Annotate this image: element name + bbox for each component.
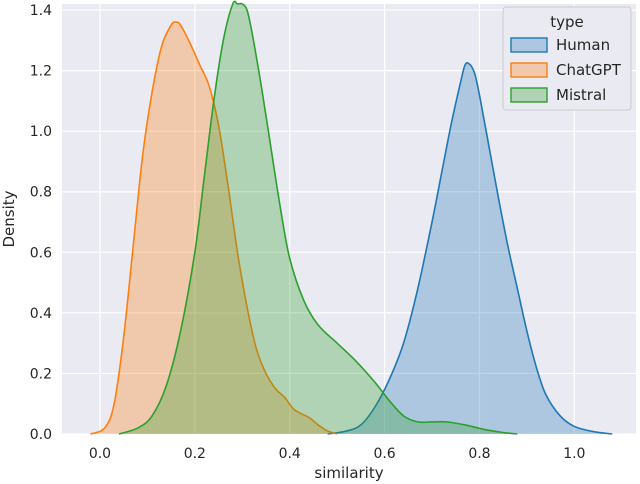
y-tick-label: 0.2 — [30, 366, 52, 382]
human-legend-label: Human — [556, 36, 610, 54]
y-tick-label: 0.4 — [30, 306, 52, 322]
human-density-area — [327, 62, 613, 434]
mistral-legend-label: Mistral — [556, 86, 606, 104]
x-tick-label: 0.8 — [468, 446, 490, 462]
x-axis-ticks: 0.0 0.2 0.4 0.6 0.8 1.0 — [89, 446, 586, 462]
mistral-legend-swatch — [510, 87, 548, 103]
y-tick-label: 0.6 — [30, 245, 52, 261]
chatgpt-density-area — [90, 22, 338, 435]
y-tick-label: 1.4 — [30, 3, 52, 19]
density-series — [90, 0, 613, 435]
human-density-line — [327, 62, 613, 435]
x-tick-label: 0.4 — [279, 446, 301, 462]
x-tick-label: 1.0 — [563, 446, 585, 462]
y-axis-ticks: 0.0 0.2 0.4 0.6 0.8 1.0 1.2 1.4 — [30, 3, 52, 443]
y-axis-label: Density — [0, 190, 18, 247]
chatgpt-legend-swatch — [510, 62, 548, 78]
legend-box — [502, 6, 632, 111]
human-legend-swatch — [510, 37, 548, 53]
x-tick-label: 0.6 — [373, 446, 395, 462]
x-axis-label: similarity — [314, 464, 383, 482]
x-tick-label: 0.2 — [184, 446, 206, 462]
chatgpt-density-line — [90, 21, 338, 435]
y-tick-label: 0.8 — [30, 185, 52, 201]
mistral-density-area — [118, 1, 518, 434]
y-tick-label: 0.0 — [30, 427, 52, 443]
grid — [62, 4, 636, 435]
legend-title: type — [550, 13, 584, 31]
mistral-density-line — [118, 0, 518, 435]
y-tick-label: 1.2 — [30, 64, 52, 80]
chatgpt-legend-label: ChatGPT — [556, 61, 622, 79]
legend: type Human ChatGPT Mistral — [502, 6, 632, 111]
x-tick-label: 0.0 — [89, 446, 111, 462]
y-tick-label: 1.0 — [30, 124, 52, 140]
